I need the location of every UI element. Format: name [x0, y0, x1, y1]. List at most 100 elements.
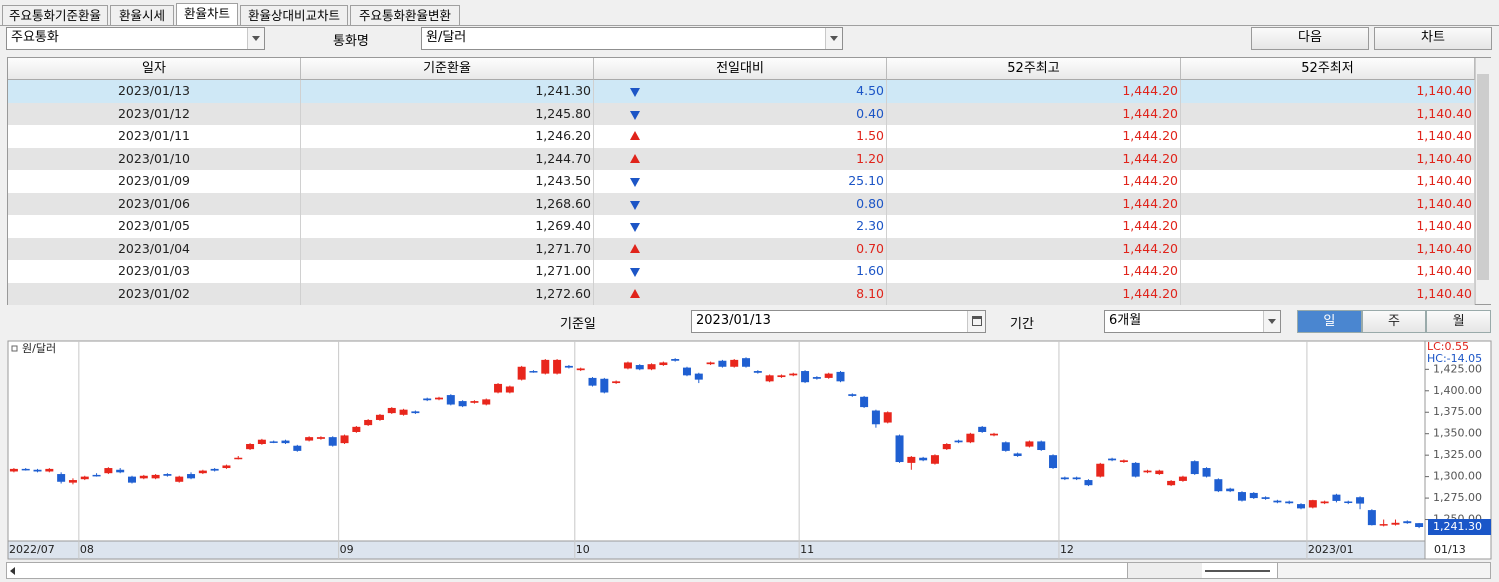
chart-button[interactable]: 차트	[1374, 27, 1492, 50]
candle-body	[187, 474, 196, 479]
candle-body	[718, 360, 727, 367]
dropdown-arrow	[825, 28, 842, 49]
candle-body	[553, 359, 562, 374]
candle-body	[1190, 461, 1199, 475]
table-cell: 1,140.40	[1181, 80, 1475, 103]
candle-body	[1072, 477, 1081, 480]
candle-body	[919, 457, 928, 461]
candle-body	[1167, 480, 1176, 486]
tab[interactable]: 환율차트	[176, 3, 238, 26]
candle-body	[1356, 497, 1365, 504]
candle-body	[435, 397, 444, 400]
x-tick-label: 2023/01	[1308, 543, 1354, 556]
table-cell: 25.10	[594, 170, 887, 193]
candle-body	[1108, 458, 1117, 461]
period-button[interactable]: 일	[1297, 310, 1362, 333]
table-cell: 2023/01/02	[8, 282, 301, 305]
table-row[interactable]: 2023/01/05 1,269.40 2.30 1,444.20 1,140.40	[8, 215, 1475, 238]
next-button[interactable]: 다음	[1251, 27, 1369, 50]
y-tick-label: 1,325.00	[1433, 448, 1482, 461]
candle-body	[375, 414, 384, 420]
table-row[interactable]: 2023/01/06 1,268.60 0.80 1,444.20 1,140.40	[8, 192, 1475, 215]
scroll-left[interactable]	[10, 567, 15, 575]
table-cell: 2023/01/03	[8, 260, 301, 283]
candle-body	[765, 375, 774, 382]
table-cell: 1,244.70	[301, 147, 594, 170]
column-header[interactable]: 전일대비	[594, 58, 887, 80]
column-header[interactable]: 일자	[8, 58, 301, 80]
chart-tools[interactable]	[1277, 563, 1490, 578]
candle-body	[505, 386, 514, 393]
table-cell: 1,243.50	[301, 170, 594, 193]
candle-body	[246, 444, 255, 450]
table-cell: 1,140.40	[1181, 237, 1475, 260]
candle-body	[966, 433, 975, 443]
base-date-label: 기준일	[560, 317, 596, 332]
period-button[interactable]: 월	[1426, 310, 1492, 333]
y-tick-label: 1,425.00	[1433, 362, 1482, 375]
playback-controls[interactable]	[1127, 563, 1202, 578]
up-arrow	[630, 131, 640, 140]
column-header[interactable]: 52주최저	[1181, 58, 1475, 80]
tab[interactable]: 주요통화기준환율	[2, 5, 108, 25]
candle-body	[68, 480, 77, 483]
x-tick-label: 09	[340, 543, 354, 556]
candle-body	[470, 401, 479, 403]
candle-body	[411, 411, 420, 414]
table-row[interactable]: 2023/01/03 1,271.00 1.60 1,444.20 1,140.40	[8, 260, 1475, 283]
candle-body	[1084, 480, 1093, 486]
table-row[interactable]: 2023/01/13 1,241.30 4.50 1,444.20 1,140.40	[8, 80, 1475, 103]
scroll-thumb[interactable]	[1477, 74, 1489, 280]
down-arrow	[630, 110, 640, 120]
y-tick-label: 1,275.00	[1433, 491, 1482, 504]
candle-body	[1131, 462, 1140, 477]
table-cell: 1,444.20	[887, 237, 1181, 260]
column-header[interactable]: 52주최고	[887, 58, 1181, 80]
candle-body	[1332, 494, 1341, 501]
tab[interactable]: 환율시세	[110, 5, 174, 25]
candle-body	[45, 468, 54, 472]
chart-scrollbar[interactable]	[6, 562, 1491, 579]
tab-bar: 주요통화기준환율 환율시세 환율차트 환율상대비교차트 주요통화환율변환	[2, 3, 602, 26]
tab[interactable]: 환율상대비교차트	[240, 5, 348, 25]
candle-body	[541, 359, 550, 374]
y-tick-label: 1,400.00	[1433, 384, 1482, 397]
column-header[interactable]: 기준환율	[301, 58, 594, 80]
lc-label: LC:0.55	[1427, 340, 1469, 353]
currency-select[interactable]: 원/달러	[421, 27, 843, 50]
candle-body	[600, 378, 609, 393]
candle-body	[824, 373, 833, 378]
down-arrow	[630, 223, 640, 232]
table-row[interactable]: 2023/01/10 1,244.70 1.20 1,444.20 1,140.40	[8, 147, 1475, 170]
candle-body	[1060, 477, 1069, 480]
table-row[interactable]: 2023/01/04 1,271.70 0.70 1,444.20 1,140.40	[8, 237, 1475, 260]
candle-body	[21, 468, 30, 471]
candle-body	[1119, 460, 1128, 463]
table-row[interactable]: 2023/01/09 1,243.50 25.10 1,444.20 1,140.40	[8, 170, 1475, 193]
candlestick-chart: 원/달러 LC:0.55 HC:-14.05 2022/07 08 09 10 11 12…	[7, 340, 1492, 560]
table-cell: 1,268.60	[301, 192, 594, 215]
table-row[interactable]: 2023/01/11 1,246.20 1.50 1,444.20 1,140.40	[8, 125, 1475, 148]
table-cell: 2023/01/05	[8, 215, 301, 238]
calendar-button[interactable]	[967, 311, 985, 332]
down-arrow	[630, 200, 640, 210]
period-select[interactable]: 6개월	[1104, 310, 1281, 333]
tab[interactable]: 주요통화환율변환	[350, 5, 460, 25]
candle-body	[281, 440, 290, 444]
candle-body	[257, 439, 266, 445]
zoom-slider[interactable]	[1205, 570, 1270, 572]
candle-body	[659, 362, 668, 366]
candle-body	[1037, 441, 1046, 451]
table-cell: 1.60	[594, 260, 887, 283]
table-cell: 1,444.20	[887, 282, 1181, 305]
period-button[interactable]: 주	[1361, 310, 1427, 333]
currency-group-select[interactable]: 주요통화	[6, 27, 265, 50]
table-row[interactable]: 2023/01/02 1,272.60 8.10 1,444.20 1,140.40	[8, 282, 1475, 305]
table-row[interactable]: 2023/01/12 1,245.80 0.40 1,444.20 1,140.40	[8, 102, 1475, 125]
up-arrow	[630, 243, 640, 253]
candle-body	[104, 468, 113, 474]
base-date-input[interactable]: 2023/01/13	[691, 310, 986, 333]
candle-body	[978, 426, 987, 432]
down-arrow	[630, 178, 640, 187]
up-arrow	[630, 288, 640, 298]
